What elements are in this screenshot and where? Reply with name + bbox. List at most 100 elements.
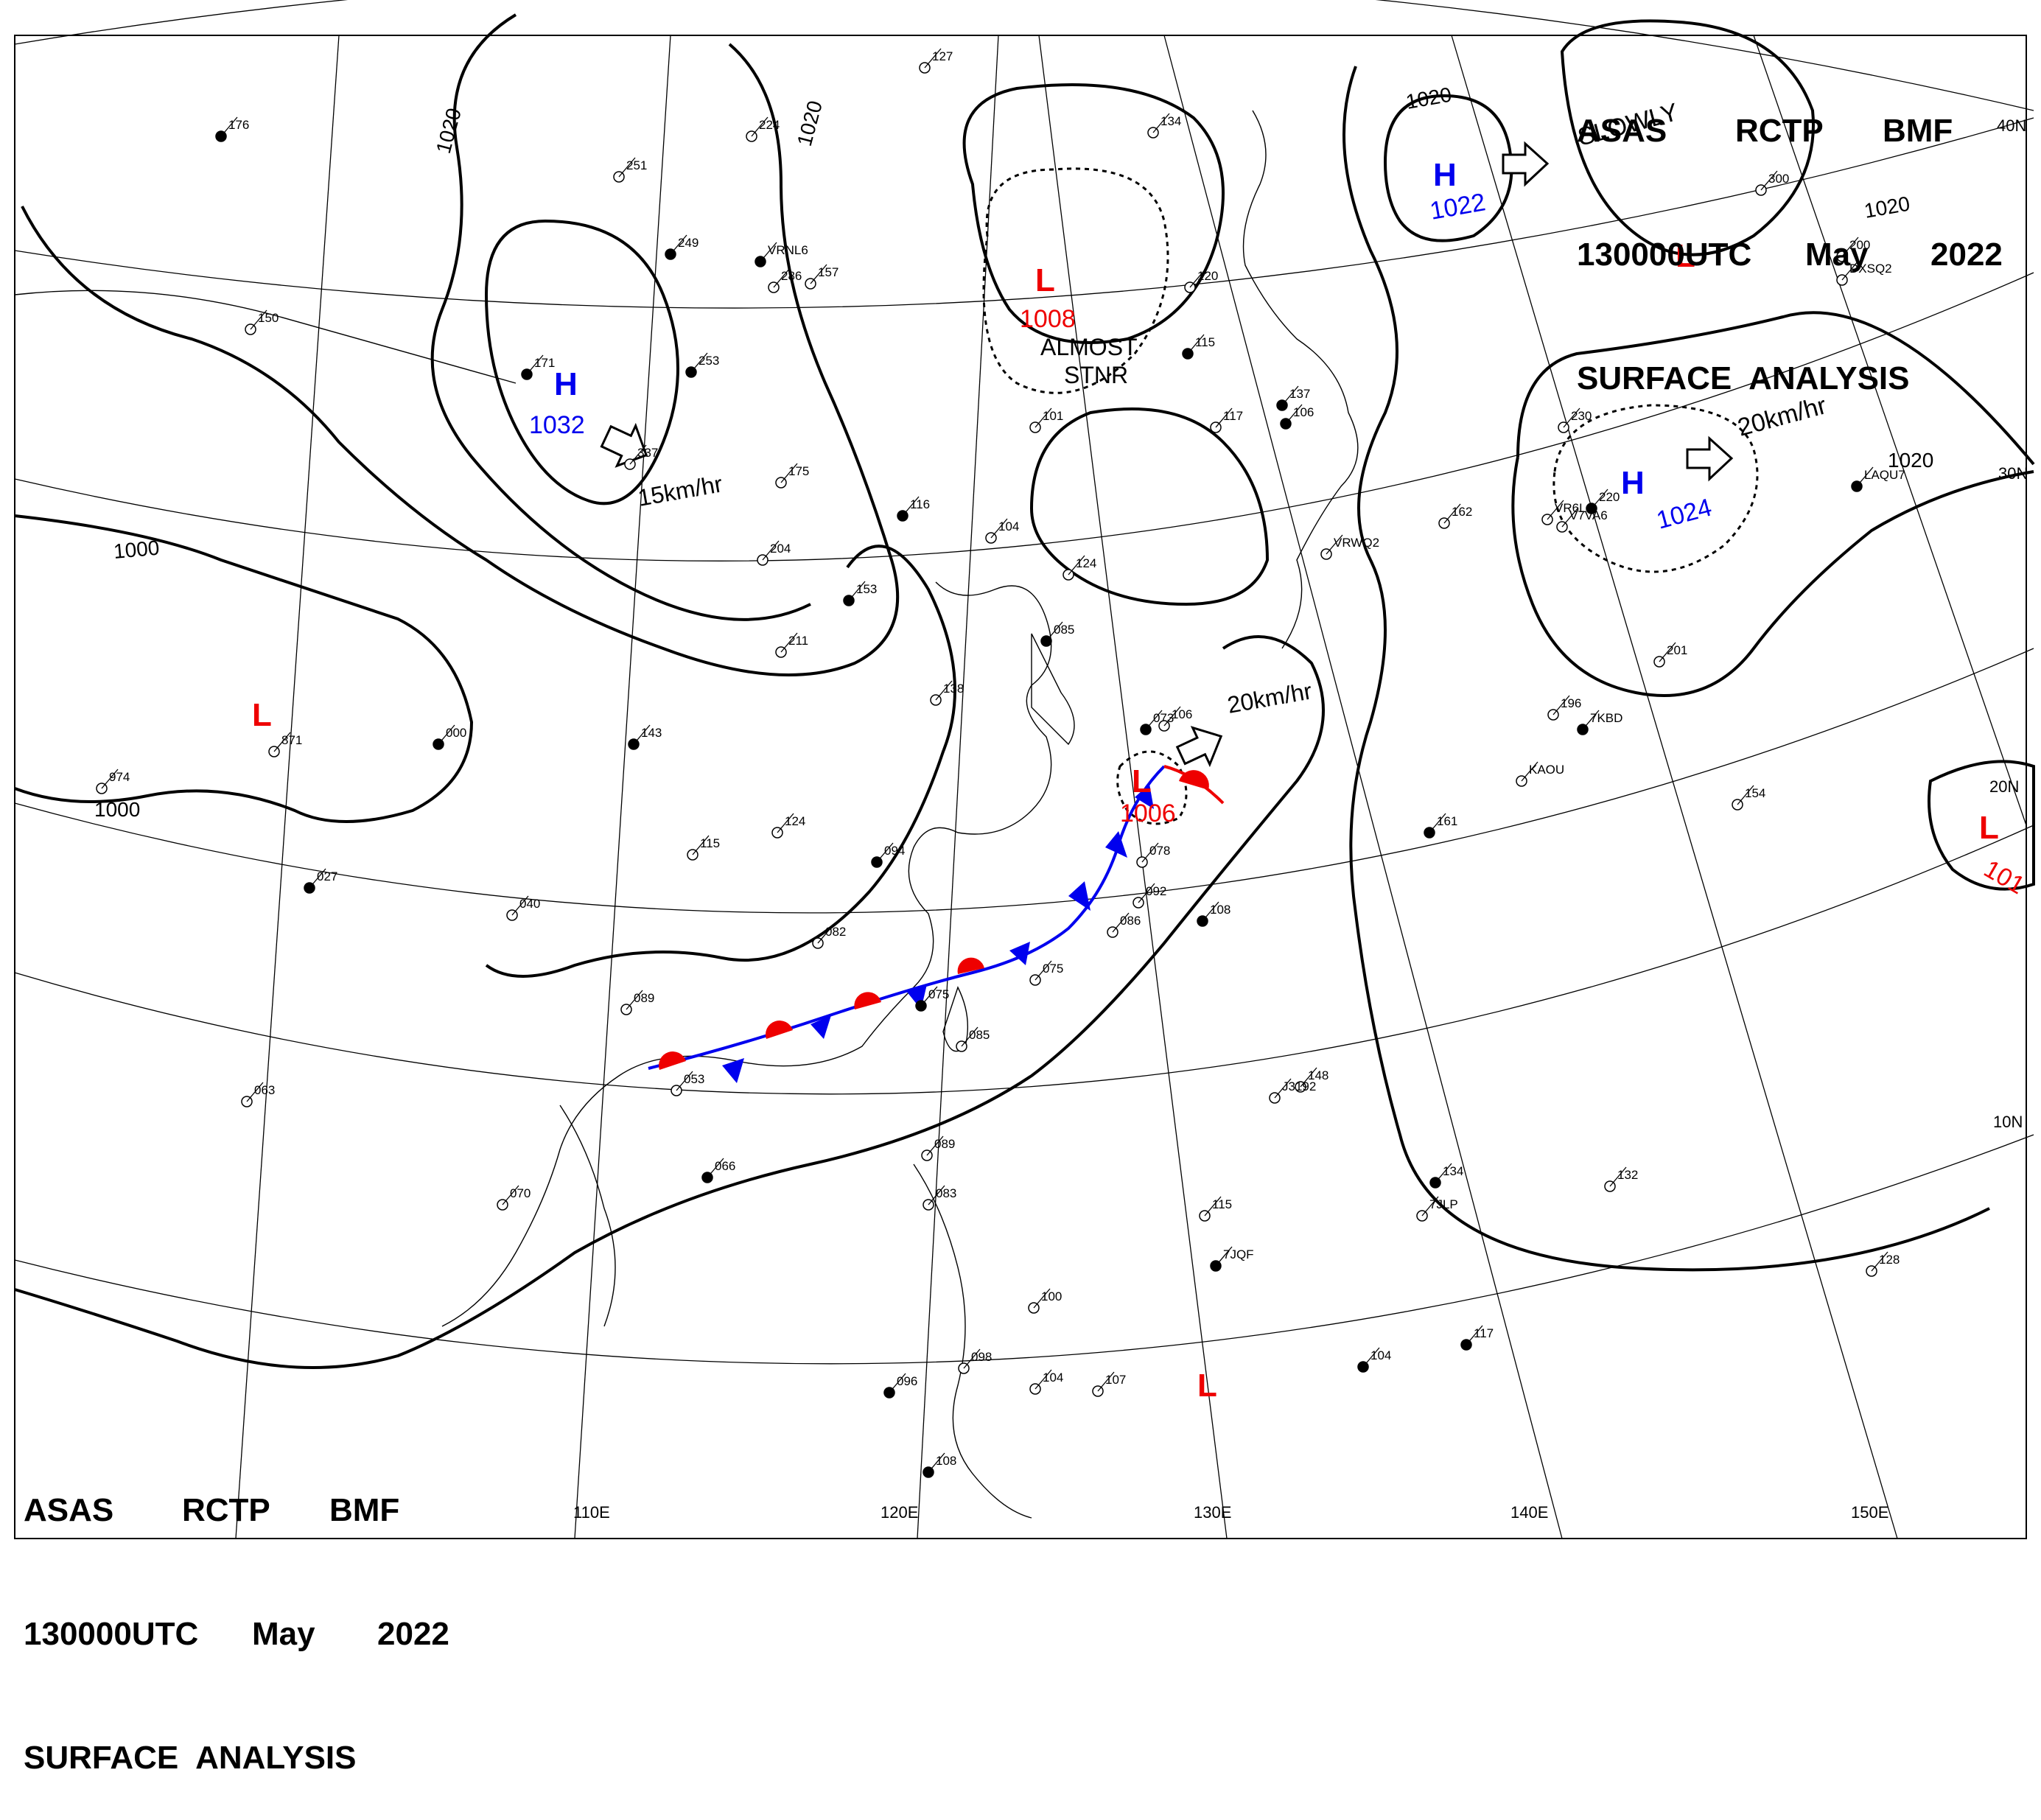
station-plot: 253 [685,352,719,378]
isobar-high-east [1383,94,1513,242]
station-label: DXSQ2 [1849,262,1892,276]
isobar [14,635,1325,1369]
wind-barb [1141,842,1159,863]
station-label: 249 [678,236,699,250]
wind-barb [633,724,651,745]
latitude-label: 30N [1998,464,2028,483]
station-label: 175 [788,464,809,478]
station-label: 075 [928,987,949,1001]
station-plot: 070 [497,1185,531,1211]
chart-header-bottom: ASAS RCTP BMF 130000UTC May 2022 SURFACE ANA… [24,1407,449,1820]
station-label: 063 [254,1083,275,1097]
high-value: 1032 [529,411,585,439]
philippines-coastline [913,1163,1032,1519]
wind-barb [762,540,780,561]
wind-barb [1138,883,1155,903]
wind-barb [926,1135,944,1156]
wind-barb [777,813,794,833]
station-plot: DXSQ2 [1836,260,1892,286]
longitude-line [1451,35,1898,1539]
station-plot: 104 [985,518,1019,544]
station-plot: 000 [433,724,466,750]
station-plot: 171 [521,354,555,380]
station-plot: 251 [613,157,647,183]
station-plot: 286 [768,267,802,293]
station-label: 157 [818,265,839,279]
station-label: VRWQ2 [1334,536,1379,550]
station-plot: 075 [1029,960,1063,986]
wind-barb [1563,407,1580,428]
header-product: ASAS [24,1492,114,1528]
station-plot: V7VA6 [1556,507,1608,533]
station-plot: 063 [241,1082,275,1107]
station-plot: 300 [1755,170,1789,196]
motion-arrow [1175,726,1223,768]
header-time: 130000UTC [24,1616,199,1652]
wind-barb [1326,534,1343,555]
station-label: 7JQF [1223,1247,1254,1261]
wind-barb [618,157,636,178]
station-label: 150 [258,311,279,325]
header-time: 130000UTC [1577,237,1752,273]
station-label: LAQU7 [1864,468,1905,482]
station-label: 117 [1223,409,1243,423]
station-plot: 157 [805,264,839,290]
station-label: 300 [1768,172,1789,186]
wind-barb [1068,555,1085,575]
isobar-label: 1020 [793,98,827,148]
low-value: 1008 [1020,305,1076,333]
station-plot: LAQU7 [1851,466,1905,492]
low-center-letter: L [1979,810,1999,846]
weather-chart: H H H L L L L L L 1032 15km/hr 1022 SLOW… [14,0,2035,1776]
wind-barb [924,48,942,69]
wind-barb [1215,1246,1233,1267]
high-center-letter: H [554,366,578,402]
wind-barb [309,868,326,889]
latitude-line [14,825,2034,1095]
wind-barb [690,352,708,373]
wind-barb [526,354,544,375]
longitude-line [1163,35,1563,1539]
header-code: BMF [329,1492,400,1528]
station-plot: 117 [1460,1325,1494,1351]
station-label: 101 [1043,409,1063,423]
station-label: 096 [897,1374,917,1388]
station-plot: 100 [1028,1288,1062,1314]
station-plot: 117 [1210,407,1243,433]
header-month: May [252,1616,315,1652]
station-label: 115 [1212,1197,1232,1211]
station-plot: 161 [1424,813,1457,839]
station-plot: 104 [1029,1369,1063,1395]
station-label: 337 [637,446,658,460]
wind-barb [1443,503,1461,524]
wind-barb [629,444,647,465]
station-plot: 108 [1197,901,1230,927]
wind-barb [273,732,291,752]
station-label: 000 [446,726,466,740]
station-label: 134 [1443,1164,1463,1178]
station-plot: 249 [665,234,699,260]
isobar-low-center [962,83,1225,344]
wind-barb [760,242,777,262]
longitude-line [1038,35,1228,1539]
wind-barb [961,1026,979,1047]
header-origin: RCTP [182,1492,270,1528]
wind-barb [511,895,529,916]
station-label: 153 [856,582,877,596]
wind-barb [1112,912,1130,933]
station-plot: 175 [775,463,809,489]
isobar [430,13,811,621]
station-plot: 108 [923,1452,956,1478]
wind-barb [990,518,1008,539]
wind-barb [1187,334,1205,354]
station-label: 201 [1667,643,1687,657]
longitude-label: 140E [1510,1503,1548,1522]
station-label: 161 [1437,814,1457,828]
station-plot: 089 [620,990,654,1015]
station-plot: 116 [897,496,930,522]
longitude-label: 130E [1194,1503,1231,1522]
wind-barb [817,923,835,944]
station-label: 220 [1599,490,1620,504]
station-label: 073 [1153,711,1174,725]
wind-barb [1046,621,1063,642]
